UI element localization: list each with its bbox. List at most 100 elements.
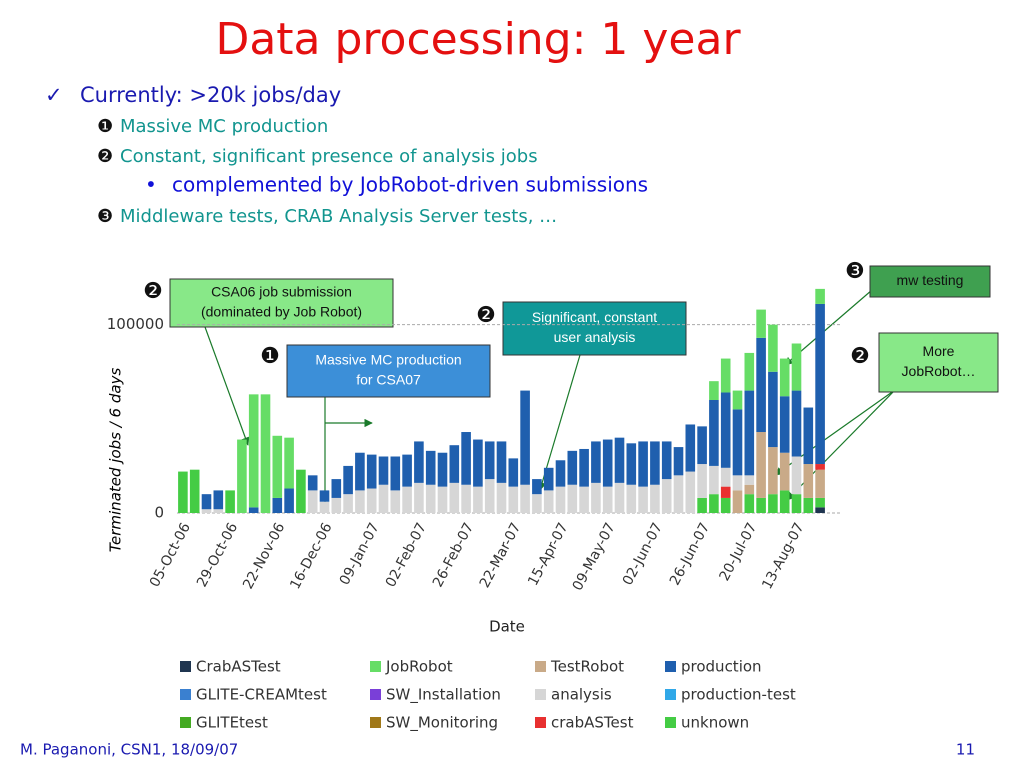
bar-segment	[543, 467, 554, 491]
x-tick-label: 02-Jun-07	[620, 520, 666, 588]
bar-segment	[449, 445, 460, 483]
x-tick-label: 26-Feb-07	[430, 520, 477, 590]
x-tick-label: 26-Jun-07	[667, 520, 713, 588]
annotation-text: More	[923, 343, 955, 359]
footer-page: 11	[956, 741, 975, 759]
bar-segment	[484, 479, 495, 513]
bar-segment	[779, 452, 790, 491]
legend-label: analysis	[551, 686, 612, 704]
bar-segment	[732, 390, 743, 410]
bar-segment	[296, 469, 306, 513]
slide-title: Data processing: 1 year	[215, 14, 741, 65]
bar-segment	[461, 432, 471, 485]
bar-segment	[532, 494, 542, 513]
bar-segment	[697, 497, 707, 513]
legend-swatch	[535, 717, 546, 728]
bar-segment	[496, 482, 507, 513]
bar-segment	[520, 484, 530, 513]
bar-segment	[720, 486, 731, 498]
bar-segment	[673, 475, 684, 513]
legend-label: TestRobot	[550, 658, 624, 676]
legend-swatch	[370, 661, 381, 672]
legend-label: GLITEtest	[196, 714, 268, 732]
bar-segment	[697, 426, 707, 465]
bar-segment	[744, 475, 755, 485]
bar-segment	[473, 486, 483, 513]
bar-segment	[744, 390, 755, 476]
annotation-badge: ❸	[845, 259, 865, 284]
bar-segment	[508, 486, 519, 513]
x-axis-label: Date	[489, 618, 525, 636]
arrow	[204, 326, 250, 446]
bar-segment	[803, 464, 814, 498]
annotation-badge: ❷	[143, 279, 163, 304]
bullet-text: Currently: >20k jobs/day	[80, 83, 341, 107]
bar-segment	[402, 454, 412, 487]
annotation-text: user analysis	[554, 329, 636, 345]
bar-segment	[567, 484, 578, 513]
bar-segment	[425, 484, 436, 513]
bar-segment	[248, 507, 259, 513]
bar-segment	[673, 447, 684, 476]
bar-segment	[744, 484, 755, 495]
x-tick-label: 02-Feb-07	[383, 520, 430, 590]
bar-segment	[496, 441, 507, 483]
x-tick-label: 09-May-07	[570, 520, 619, 593]
bar-segment	[756, 497, 766, 513]
bar-segment	[815, 497, 825, 508]
bar-segment	[213, 490, 224, 510]
bar-segment	[720, 497, 731, 513]
bar-segment	[756, 432, 766, 498]
bar-segment	[248, 394, 259, 508]
annotation-box	[286, 344, 491, 398]
bar-segment	[213, 509, 224, 513]
bar-segment	[614, 482, 625, 513]
x-tick-label: 20-Jul-07	[716, 520, 760, 583]
bar-segment	[685, 471, 696, 513]
bullet-text: Middleware tests, CRAB Analysis Server t…	[120, 206, 557, 227]
x-tick-label: 09-Jan-07	[337, 520, 383, 588]
bar-segment	[520, 390, 530, 485]
bar-segment	[437, 452, 448, 487]
bar-segment	[768, 494, 778, 513]
bar-segment	[319, 490, 330, 502]
bar-segment	[414, 482, 424, 513]
legend-swatch	[370, 717, 381, 728]
bar-segment	[331, 479, 342, 498]
arrow	[786, 389, 896, 501]
legend-swatch	[665, 717, 676, 728]
bar-segment	[555, 486, 566, 513]
bar-segment	[201, 509, 212, 513]
bar-segment	[791, 390, 802, 457]
bar-segment	[272, 497, 283, 513]
bar-segment	[366, 488, 377, 513]
bar-segment	[650, 484, 660, 513]
bar-segment	[661, 479, 672, 513]
legend-swatch	[180, 717, 191, 728]
annotation-text: JobRobot…	[902, 363, 976, 379]
bar-segment	[508, 458, 519, 487]
bullet-marker: ✓	[45, 83, 63, 107]
y-tick-label: 100000	[107, 315, 164, 333]
annotation-text: Significant, constant	[532, 309, 657, 325]
legend-swatch	[180, 689, 191, 700]
bar-segment	[473, 439, 483, 487]
bar-segment	[602, 439, 613, 487]
bullet-text: Constant, significant presence of analys…	[120, 146, 538, 167]
annotation-box	[869, 265, 991, 298]
x-tick-label: 29-Oct-06	[194, 520, 241, 590]
bar-segment	[449, 482, 460, 513]
legend-swatch	[180, 661, 191, 672]
bar-segment	[272, 435, 283, 498]
bar-segment	[720, 358, 731, 393]
bar-segment	[768, 447, 778, 495]
bar-segment	[815, 507, 825, 513]
bar-segment	[650, 441, 660, 485]
footer-author: M. Paganoni, CSN1, 18/09/07	[20, 741, 238, 759]
y-axis-label: Terminated jobs / 6 days	[107, 368, 125, 553]
bar-segment	[685, 424, 696, 472]
bar-segment	[744, 494, 755, 513]
x-tick-label: 22-Nov-06	[240, 520, 288, 592]
bar-segment	[815, 288, 825, 304]
